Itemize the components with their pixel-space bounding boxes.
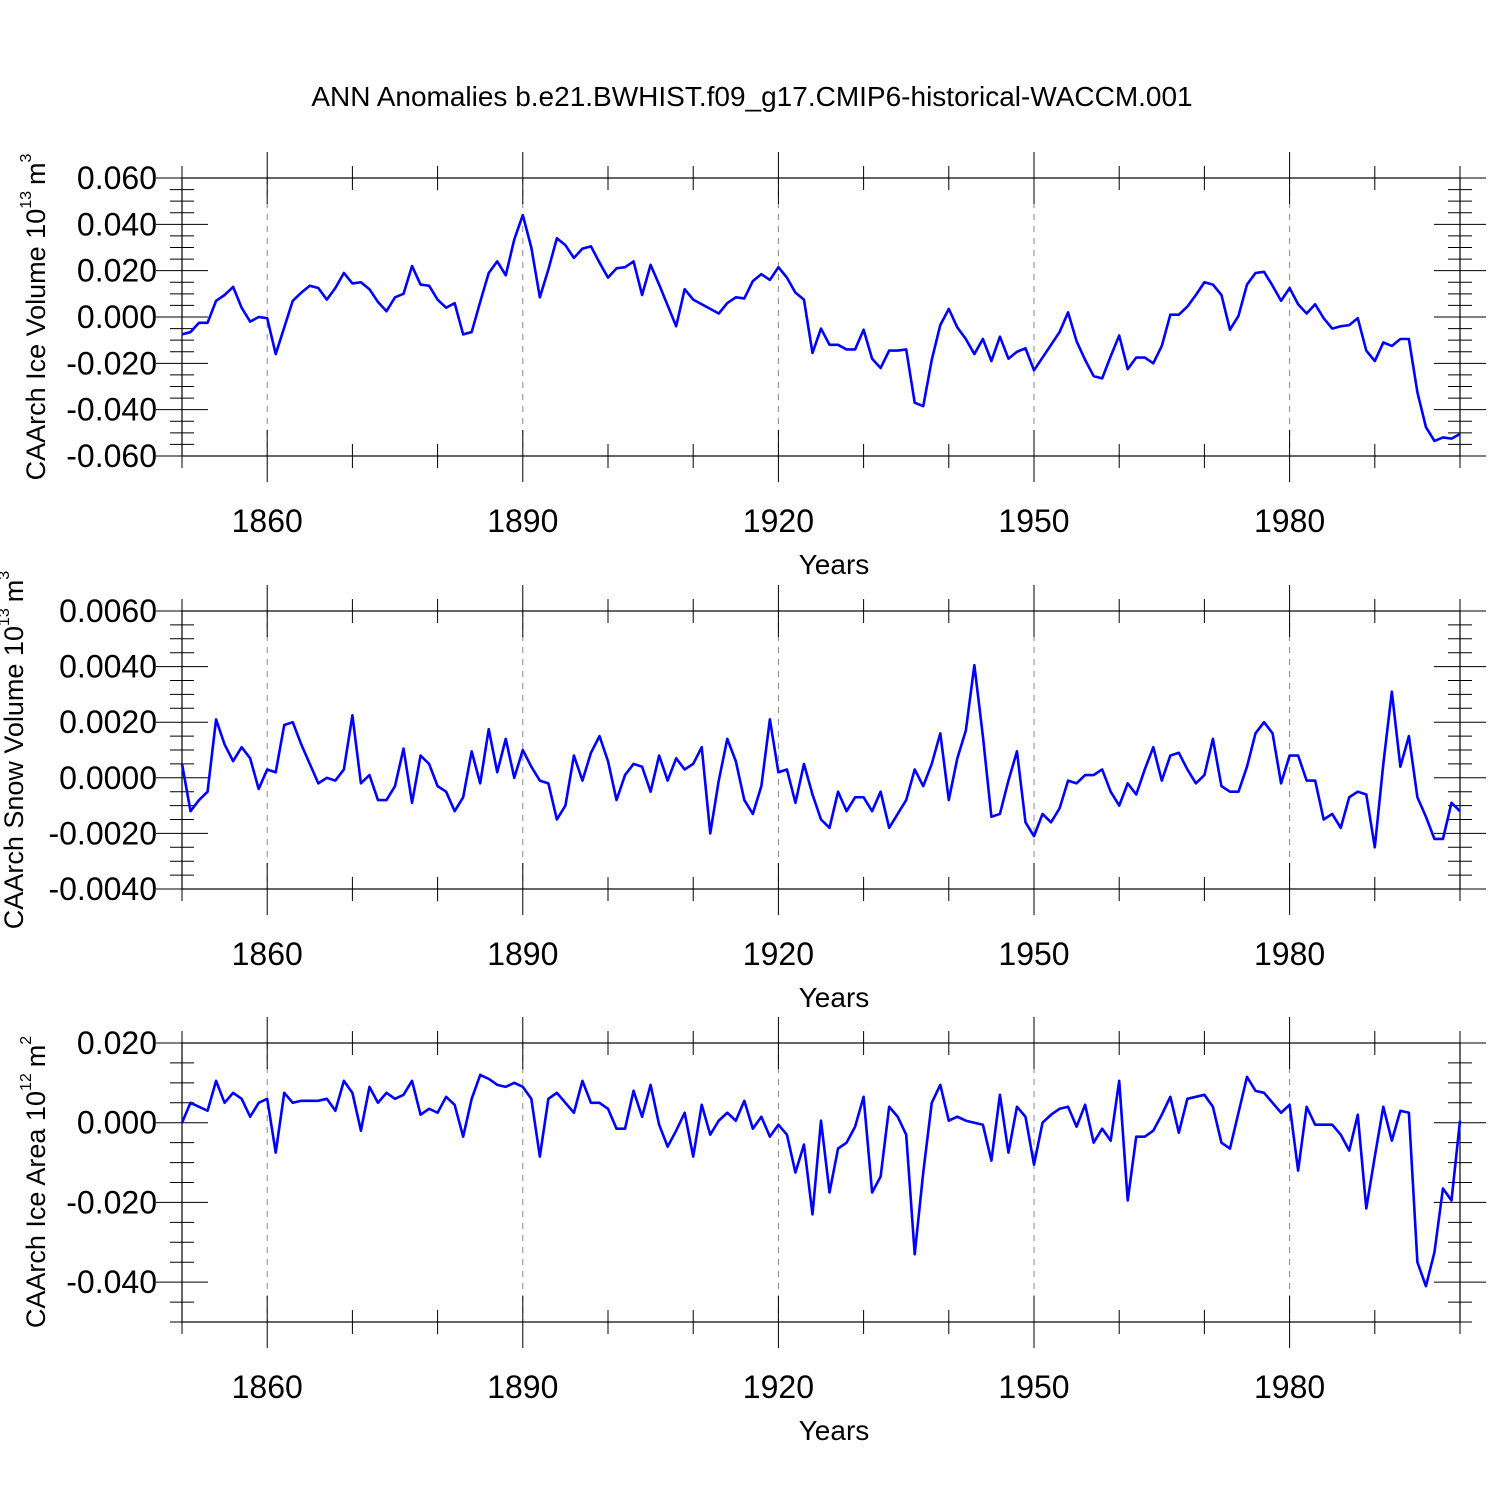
panel-2: -0.0040 -0.0020 0.0000 0.0020 0.0040 0.0060 18… — [0, 571, 1486, 1013]
y-axis-label-unit: m — [21, 1045, 51, 1068]
series-line — [180, 663, 1461, 849]
y-tick-label: -0.0040 — [48, 871, 157, 907]
x-tick-label: 1980 — [1254, 1369, 1325, 1405]
y-axis-label-unit-exponent: 2 — [18, 1036, 35, 1045]
y-tick-label: 0.000 — [77, 299, 157, 335]
x-tick-label: 1920 — [743, 936, 814, 972]
x-tick-label: 1860 — [232, 936, 303, 972]
x-tick-label: 1950 — [998, 1369, 1069, 1405]
plot-frame — [181, 177, 1461, 457]
y-axis-label-unit-exponent: 3 — [18, 153, 35, 162]
y-tick-label: -0.0020 — [48, 815, 157, 851]
series-line — [181, 213, 1461, 443]
y-tick-label: 0.040 — [77, 206, 157, 242]
x-tick-label: 1860 — [232, 1369, 303, 1405]
x-axis-label: Years — [799, 549, 870, 580]
y-tick-label: 0.020 — [77, 1025, 157, 1061]
x-tick-label: 1890 — [487, 936, 558, 972]
y-axis-label-unit: m — [21, 162, 51, 185]
x-tick-label: 1890 — [487, 1369, 558, 1405]
y-axis-label-exponent: 13 — [0, 608, 13, 626]
x-tick-label: 1860 — [232, 503, 303, 539]
y-axis-label-main: CAArch Ice Area 10 — [21, 1091, 51, 1328]
plot-frame — [181, 610, 1461, 890]
y-tick-label: 0.000 — [77, 1105, 157, 1141]
x-axis-label: Years — [799, 982, 870, 1013]
y-tick-label: 0.020 — [77, 253, 157, 289]
panel-3: -0.040 -0.020 0.000 0.020 1860 1890 1920 1950 19… — [18, 1017, 1486, 1446]
x-axis-label: Years — [799, 1415, 870, 1446]
y-tick-label: 0.0000 — [59, 760, 157, 796]
y-tick-label: -0.060 — [66, 438, 157, 474]
y-axis-label: CAArch Ice Volume 1013 m3 — [18, 153, 51, 480]
x-tick-label: 1980 — [1254, 936, 1325, 972]
x-tick-label: 1920 — [743, 503, 814, 539]
figure-title: ANN Anomalies b.e21.BWHIST.f09_g17.CMIP6… — [311, 81, 1192, 112]
y-axis-label-exponent: 12 — [18, 1073, 35, 1091]
x-tick-label: 1950 — [998, 503, 1069, 539]
x-tick-label: 1980 — [1254, 503, 1325, 539]
x-tick-label: 1920 — [743, 1369, 814, 1405]
y-axis-label-main: CAArch Snow Volume 10 — [0, 626, 29, 929]
y-tick-label: -0.020 — [66, 1184, 157, 1220]
y-axis-label: CAArch Ice Area 1012 m2 — [18, 1036, 51, 1328]
y-axis-label: CAArch Snow Volume 1013 m3 — [0, 571, 29, 929]
y-axis-label-exponent: 13 — [18, 191, 35, 209]
y-tick-label: -0.020 — [66, 345, 157, 381]
series-line — [180, 1073, 1462, 1288]
y-tick-label: 0.0020 — [59, 704, 157, 740]
y-axis-label-main: CAArch Ice Volume 10 — [21, 209, 51, 481]
x-tick-label: 1890 — [487, 503, 558, 539]
y-tick-label: -0.040 — [66, 1264, 157, 1300]
y-tick-label: 0.0060 — [59, 593, 157, 629]
x-tick-label: 1950 — [998, 936, 1069, 972]
y-tick-label: 0.060 — [77, 160, 157, 196]
plot-frame — [181, 1042, 1461, 1323]
panel-1: -0.060 -0.040 -0.020 0.000 0.020 0.040 0.060 18… — [18, 152, 1486, 580]
y-tick-label: -0.040 — [66, 392, 157, 428]
y-axis-label-unit: m — [0, 580, 29, 603]
y-axis-label-unit-exponent: 3 — [0, 571, 13, 580]
y-tick-label: 0.0040 — [59, 649, 157, 685]
